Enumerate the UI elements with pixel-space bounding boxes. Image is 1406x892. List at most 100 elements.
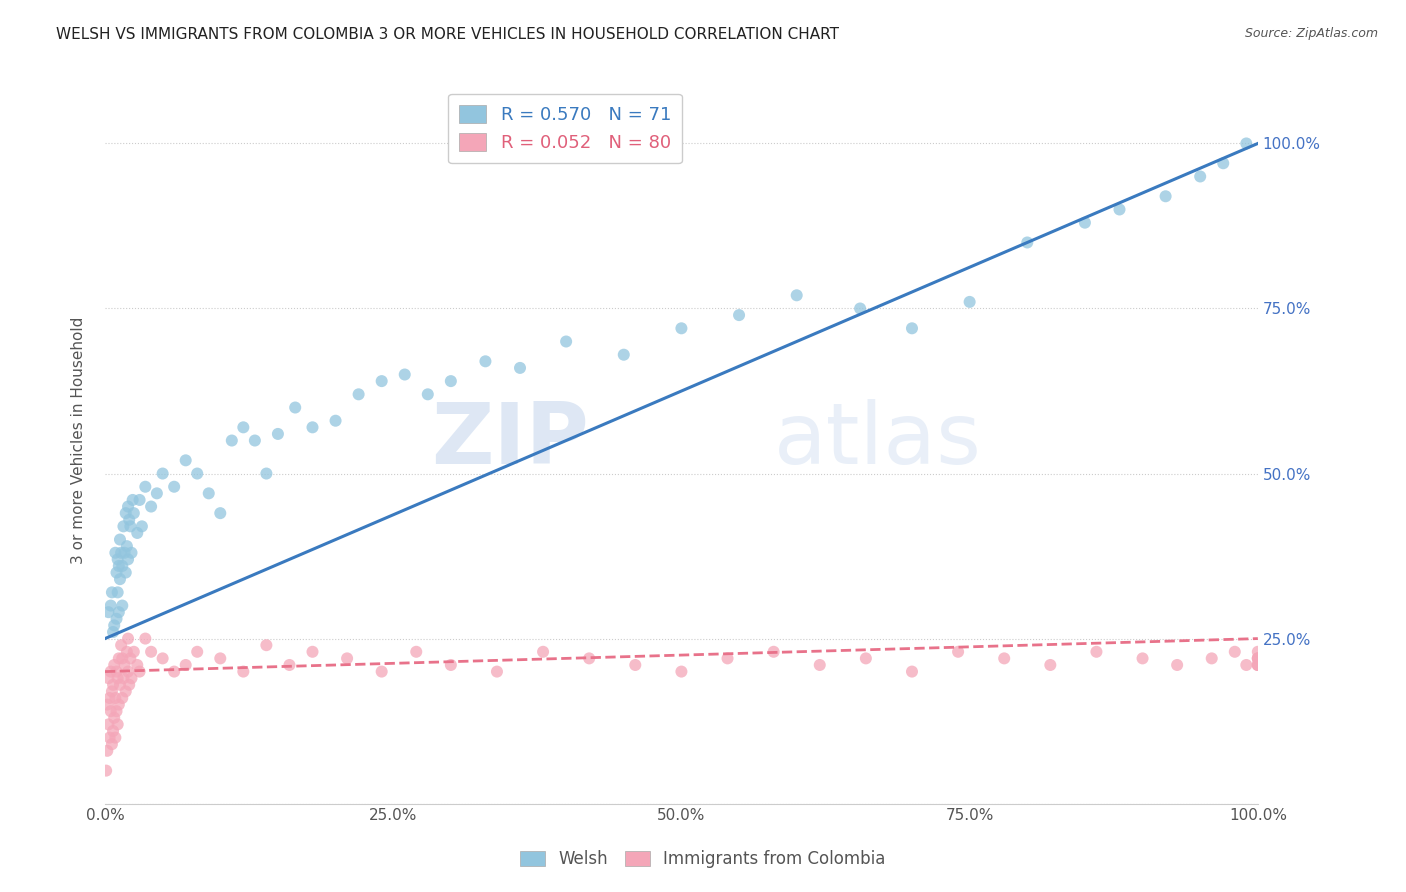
- Point: [114, 684, 136, 698]
- Point: [1166, 657, 1188, 672]
- Point: [221, 434, 243, 448]
- Point: [117, 552, 139, 566]
- Point: [97, 671, 120, 685]
- Point: [716, 651, 738, 665]
- Point: [152, 651, 174, 665]
- Point: [105, 704, 128, 718]
- Point: [325, 414, 347, 428]
- Point: [121, 492, 143, 507]
- Point: [1247, 657, 1270, 672]
- Point: [1201, 651, 1223, 665]
- Point: [186, 467, 208, 481]
- Point: [254, 467, 277, 481]
- Point: [578, 651, 600, 665]
- Point: [128, 492, 150, 507]
- Point: [1132, 651, 1154, 665]
- Point: [728, 308, 751, 322]
- Point: [122, 506, 145, 520]
- Point: [120, 519, 142, 533]
- Point: [1017, 235, 1039, 250]
- Point: [405, 645, 427, 659]
- Point: [152, 467, 174, 481]
- Point: [104, 546, 127, 560]
- Point: [101, 724, 124, 739]
- Point: [509, 360, 531, 375]
- Point: [267, 426, 290, 441]
- Point: [108, 651, 131, 665]
- Point: [139, 500, 162, 514]
- Point: [174, 453, 197, 467]
- Point: [1189, 169, 1212, 184]
- Point: [139, 645, 162, 659]
- Point: [232, 420, 254, 434]
- Point: [114, 566, 136, 580]
- Point: [624, 657, 647, 672]
- Point: [98, 731, 121, 745]
- Point: [1074, 216, 1097, 230]
- Point: [101, 678, 124, 692]
- Point: [96, 698, 118, 712]
- Point: [117, 500, 139, 514]
- Point: [1247, 657, 1270, 672]
- Point: [485, 665, 508, 679]
- Point: [112, 671, 135, 685]
- Point: [1212, 156, 1234, 170]
- Point: [127, 525, 149, 540]
- Point: [111, 691, 134, 706]
- Point: [209, 651, 232, 665]
- Point: [1247, 645, 1270, 659]
- Point: [440, 374, 463, 388]
- Point: [808, 657, 831, 672]
- Point: [114, 657, 136, 672]
- Point: [131, 519, 153, 533]
- Point: [901, 321, 924, 335]
- Point: [105, 612, 128, 626]
- Point: [121, 671, 143, 685]
- Point: [118, 513, 141, 527]
- Point: [108, 698, 131, 712]
- Legend: R = 0.570   N = 71, R = 0.052   N = 80: R = 0.570 N = 71, R = 0.052 N = 80: [449, 94, 682, 163]
- Point: [1234, 657, 1257, 672]
- Text: WELSH VS IMMIGRANTS FROM COLOMBIA 3 OR MORE VEHICLES IN HOUSEHOLD CORRELATION CH: WELSH VS IMMIGRANTS FROM COLOMBIA 3 OR M…: [56, 27, 839, 42]
- Point: [1234, 136, 1257, 151]
- Point: [370, 665, 392, 679]
- Point: [94, 764, 117, 778]
- Point: [105, 566, 128, 580]
- Point: [1108, 202, 1130, 217]
- Point: [531, 645, 554, 659]
- Point: [112, 519, 135, 533]
- Point: [114, 546, 136, 560]
- Point: [103, 618, 125, 632]
- Point: [671, 665, 693, 679]
- Point: [1247, 651, 1270, 665]
- Point: [104, 691, 127, 706]
- Point: [1247, 651, 1270, 665]
- Point: [104, 731, 127, 745]
- Point: [394, 368, 416, 382]
- Point: [163, 480, 186, 494]
- Point: [101, 684, 124, 698]
- Point: [100, 599, 122, 613]
- Point: [370, 374, 392, 388]
- Point: [243, 434, 266, 448]
- Point: [849, 301, 872, 316]
- Point: [115, 539, 138, 553]
- Point: [118, 678, 141, 692]
- Point: [97, 717, 120, 731]
- Point: [101, 624, 124, 639]
- Point: [284, 401, 307, 415]
- Point: [786, 288, 808, 302]
- Point: [1039, 657, 1062, 672]
- Point: [101, 585, 124, 599]
- Point: [209, 506, 232, 520]
- Point: [146, 486, 169, 500]
- Point: [278, 657, 301, 672]
- Point: [127, 657, 149, 672]
- Point: [97, 605, 120, 619]
- Point: [108, 678, 131, 692]
- Point: [762, 645, 785, 659]
- Point: [993, 651, 1015, 665]
- Point: [107, 552, 129, 566]
- Point: [117, 632, 139, 646]
- Point: [347, 387, 370, 401]
